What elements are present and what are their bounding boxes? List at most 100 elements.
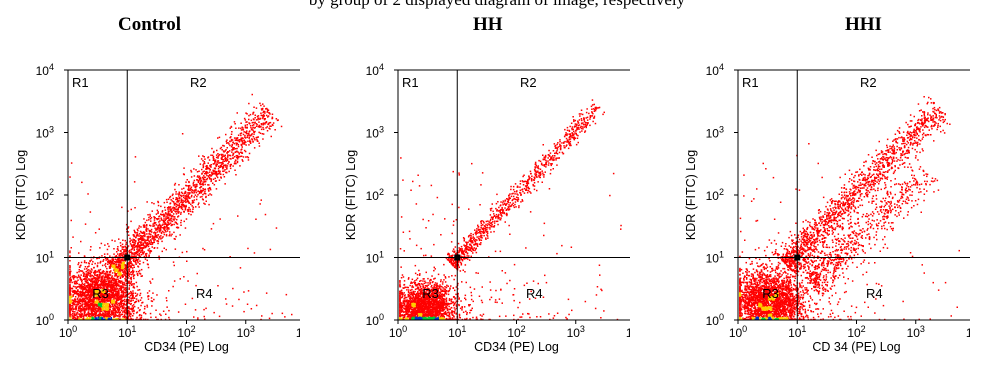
event-dot: [260, 114, 262, 117]
event-dot: [161, 210, 164, 212]
event-dot: [146, 201, 148, 203]
event-dot: [227, 142, 229, 144]
event-dot: [118, 265, 120, 267]
event-dot: [427, 277, 429, 280]
event-dot: [138, 289, 141, 291]
event-dot: [175, 235, 177, 238]
event-dot: [98, 306, 100, 308]
event-dot: [192, 206, 194, 209]
event-dot: [218, 153, 221, 156]
event-dot: [208, 176, 211, 179]
event-dot: [262, 117, 264, 120]
event-dot: [142, 235, 144, 238]
event-dot: [131, 297, 134, 300]
event-dot: [116, 275, 119, 278]
event-dot: [151, 235, 154, 237]
event-dot: [146, 219, 148, 222]
event-dot: [203, 179, 205, 181]
event-dot: [124, 272, 127, 275]
event-dot: [232, 147, 234, 150]
event-dot: [176, 226, 179, 228]
event-dot: [285, 293, 288, 296]
event-dot: [145, 246, 148, 248]
event-dot: [247, 159, 250, 161]
event-dot: [464, 264, 467, 266]
event-dot: [169, 213, 171, 216]
event-dot: [91, 317, 94, 319]
event-dot: [145, 227, 148, 229]
event-dot: [171, 200, 174, 202]
event-dot: [121, 280, 123, 282]
event-dot: [136, 273, 139, 275]
event-dot: [489, 289, 492, 291]
event-dot: [100, 316, 102, 319]
event-dot: [102, 284, 105, 287]
event-dot: [212, 172, 214, 174]
event-dot: [202, 193, 204, 196]
event-dot: [121, 267, 123, 270]
event-dot: [433, 283, 436, 286]
event-dot: [105, 272, 107, 274]
event-dot: [92, 309, 94, 312]
event-dot: [212, 156, 215, 158]
event-dot: [108, 284, 110, 287]
event-dot: [97, 309, 100, 311]
event-dot: [103, 273, 105, 275]
event-dot: [154, 227, 156, 229]
event-dot: [97, 279, 99, 282]
event-dot: [184, 303, 187, 305]
event-dot: [154, 238, 156, 241]
event-dot: [142, 237, 144, 239]
event-dot: [175, 191, 177, 193]
event-dot: [90, 271, 92, 273]
event-dot: [400, 216, 403, 218]
event-dot: [85, 271, 87, 273]
event-dot: [479, 314, 482, 316]
event-dot: [115, 266, 118, 268]
event-dot: [82, 315, 85, 317]
event-dot: [154, 229, 157, 231]
event-dot: [88, 288, 90, 291]
event-dot: [89, 313, 91, 315]
event-dot: [94, 283, 97, 285]
event-dot: [70, 219, 72, 222]
event-dot: [209, 177, 211, 180]
event-dot: [202, 166, 204, 169]
event-dot: [88, 286, 90, 288]
event-dot: [223, 145, 225, 147]
event-dot: [168, 290, 170, 292]
event-dot: [131, 241, 134, 243]
event-dot: [122, 295, 124, 297]
event-dot: [153, 219, 156, 221]
event-dot: [90, 274, 92, 277]
event-dot: [101, 278, 103, 281]
event-dot: [171, 215, 174, 217]
event-dot: [150, 240, 152, 242]
event-dot: [565, 137, 568, 140]
event-dot: [118, 238, 120, 240]
event-dot: [104, 314, 107, 316]
event-dot: [418, 269, 420, 272]
event-dot: [514, 183, 517, 185]
event-dot: [93, 284, 96, 286]
event-dot: [217, 160, 220, 162]
event-dot: [181, 133, 184, 135]
event-dot: [473, 288, 476, 290]
event-dot: [241, 141, 244, 143]
event-dot: [198, 202, 200, 204]
event-dot: [79, 298, 81, 300]
event-dot: [170, 220, 172, 222]
event-dot: [134, 292, 137, 294]
event-dot: [80, 261, 83, 264]
event-dot: [184, 192, 186, 194]
event-dot: [127, 293, 129, 296]
event-dot: [236, 112, 238, 114]
event-dot: [109, 270, 111, 273]
event-dot: [207, 172, 209, 174]
event-dot: [176, 198, 179, 200]
event-dot: [84, 291, 87, 294]
event-dot: [410, 282, 412, 284]
event-dot: [410, 281, 413, 283]
event-dot: [78, 266, 81, 268]
event-dot: [152, 236, 154, 238]
